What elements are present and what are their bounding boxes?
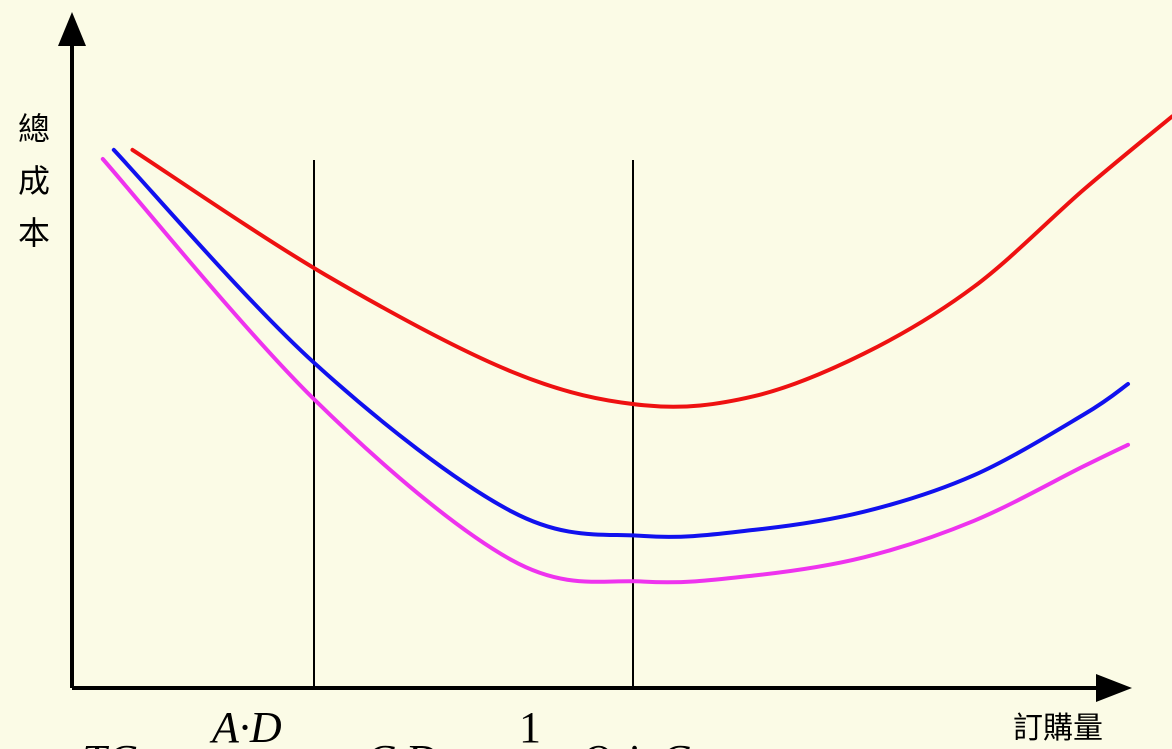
- formula-plus-2: +: [468, 736, 493, 749]
- formula-q: Q: [580, 736, 612, 749]
- y-axis-label-char-1: 成: [18, 162, 50, 200]
- formula-plus-1: +: [320, 736, 345, 749]
- x-axis-label: 訂購量: [1013, 711, 1103, 746]
- cost-curve-2: [100, 157, 1130, 585]
- formula: TC = A·D + C·D + 1 Q i C: [82, 703, 690, 749]
- y-axis-label: 總成本: [18, 110, 50, 252]
- formula-equals: =: [160, 736, 185, 749]
- formula-half-numerator: 1: [519, 703, 541, 749]
- y-axis-label-char-0: 總: [18, 110, 50, 148]
- formula-c: C: [660, 736, 690, 749]
- formula-cd: C·D: [365, 736, 437, 749]
- y-axis-arrow: [58, 12, 86, 46]
- formula-tc: TC: [82, 736, 136, 749]
- reference-lines: [313, 160, 634, 688]
- formula-numerator: A·D: [209, 703, 282, 749]
- cost-curve-1: [111, 147, 1130, 539]
- cost-curves: [100, 114, 1172, 585]
- y-axis-label-char-2: 本: [18, 214, 50, 252]
- formula-i: i: [626, 736, 638, 749]
- cost-curve-0: [130, 114, 1172, 409]
- x-axis-arrow: [1096, 674, 1132, 702]
